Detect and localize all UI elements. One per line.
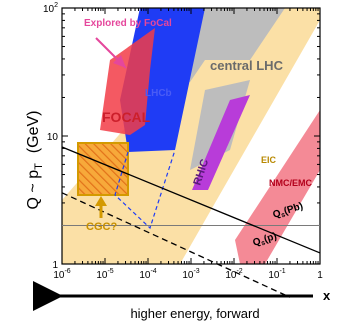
x-tick-label: 10-1	[268, 268, 285, 281]
explored-arrowhead	[113, 55, 126, 68]
x-tick-label: 10-5	[96, 268, 113, 281]
axis-ticks	[61, 7, 321, 265]
y-tick-labels: 1 10 102	[43, 2, 58, 271]
x-axis-label: x	[323, 288, 331, 303]
qs-p-label: Qs(p)	[252, 231, 279, 250]
lhcb-outline	[114, 149, 176, 230]
y-tick-label: 1	[52, 260, 58, 271]
eic-label: EIC	[261, 155, 277, 165]
focal-region	[100, 28, 155, 135]
y-tick-label: 102	[43, 2, 58, 15]
eic-region	[62, 8, 320, 264]
energy-arrow-label: higher energy, forward	[130, 306, 259, 321]
x-tick-label: 10-4	[139, 268, 156, 281]
plot-regions	[62, 8, 320, 264]
x-tick-label: 1	[317, 270, 323, 281]
cgc-region	[77, 142, 129, 196]
rhic-region	[192, 95, 250, 190]
focal-label: FOCAL	[102, 109, 151, 125]
x-tick-label: 10-3	[182, 268, 199, 281]
x-tick-labels: 10-6 10-5 10-4 10-3 10-2 10-1 1	[53, 268, 323, 281]
x-tick-label: 10-2	[225, 268, 242, 281]
y-axis-label: Q ~ pT(GeV)	[25, 111, 45, 210]
nmc-emc-label: NMC/EMC	[269, 178, 312, 188]
cgc-label: CGC?	[86, 221, 117, 233]
lhcb-label: LHCb	[145, 88, 172, 99]
cgc-arrowhead	[95, 196, 107, 206]
y-tick-label: 10	[47, 132, 59, 143]
x-tick-label: 10-6	[53, 268, 70, 281]
explored-annotation: Explored by FoCal	[84, 18, 172, 29]
central-lhc-label: central LHC	[210, 58, 284, 73]
qs-pb-line	[61, 146, 321, 254]
